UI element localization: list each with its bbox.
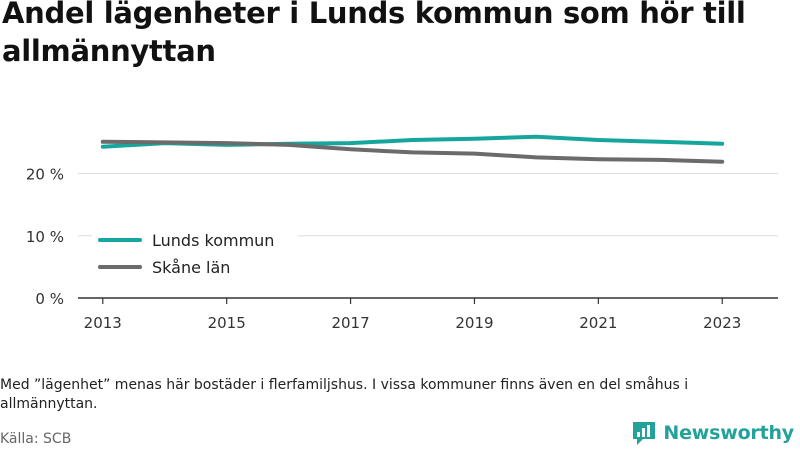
brand-name: Newsworthy (663, 422, 794, 444)
y-tick-label: 0 % (35, 290, 64, 308)
series-line (100, 139, 725, 164)
legend: Lunds kommun Skåne län (92, 230, 298, 277)
line-chart: 0 % 10 % 20 % 2013 2015 2017 2019 2021 2023 Lun… (26, 134, 778, 332)
y-tick-label: 20 % (26, 166, 64, 184)
x-tick-label: 2021 (579, 314, 617, 332)
legend-background (92, 257, 298, 277)
chart-title: Andel lägenheter i Lunds kommun som hör … (2, 0, 746, 68)
chart-note: Med ”lägenhet” menas här bostäder i fler… (0, 377, 689, 412)
x-tick-label: 2013 (84, 314, 122, 332)
y-axis: 0 % 10 % 20 % (26, 166, 64, 308)
legend-label: Lunds kommun (152, 231, 274, 250)
x-tick-label: 2023 (703, 314, 741, 332)
x-tick-label: 2017 (331, 314, 369, 332)
series-lines (100, 134, 725, 164)
x-tick-label: 2015 (208, 314, 246, 332)
x-axis: 2013 2015 2017 2019 2021 2023 (78, 297, 778, 332)
source-label: Källa: SCB (0, 431, 72, 447)
x-tick-label: 2019 (455, 314, 493, 332)
newsworthy-logo-icon (633, 422, 656, 445)
newsworthy-brand[interactable]: Newsworthy (631, 420, 794, 446)
y-tick-label: 10 % (26, 228, 64, 246)
legend-label: Skåne län (152, 258, 230, 277)
legend-background (92, 230, 298, 250)
gridlines (78, 173, 778, 237)
